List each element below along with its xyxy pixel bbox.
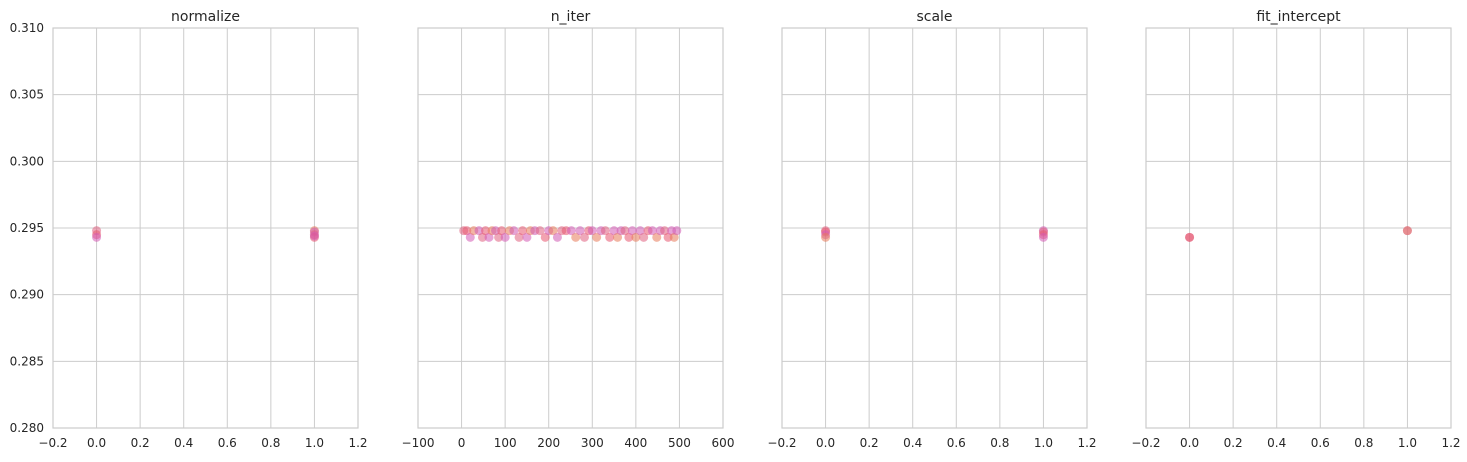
axes-frame bbox=[781, 27, 1088, 429]
axes-frame bbox=[1145, 27, 1452, 429]
data-point bbox=[631, 232, 641, 242]
panel-fit-intercept: −0.2 0.0 0.2 0.4 0.6 0.8 1.0 1.2 fit_intercept bbox=[1131, 9, 1460, 450]
x-tick-label: 0.2 bbox=[131, 436, 150, 450]
y-tick-label: 0.295 bbox=[10, 221, 44, 235]
data-point bbox=[465, 232, 475, 242]
data-point bbox=[1185, 232, 1195, 242]
data-point bbox=[509, 226, 519, 236]
x-tick-label: 1.2 bbox=[1441, 436, 1460, 450]
x-tick-label: −0.2 bbox=[767, 436, 796, 450]
x-tick-label: 0.4 bbox=[903, 436, 922, 450]
data-point bbox=[652, 232, 662, 242]
data-point bbox=[548, 226, 558, 236]
x-tick-label: 0.8 bbox=[990, 436, 1009, 450]
panel-title: fit_intercept bbox=[1256, 9, 1341, 25]
data-point bbox=[522, 232, 532, 242]
data-point bbox=[620, 226, 630, 236]
data-point bbox=[540, 232, 550, 242]
data-point bbox=[92, 232, 102, 242]
y-tick-label: 0.300 bbox=[10, 154, 44, 168]
y-tick-label: 0.285 bbox=[10, 354, 44, 368]
data-point bbox=[514, 232, 524, 242]
x-tick-label: 100 bbox=[494, 436, 517, 450]
x-tick-label: 400 bbox=[624, 436, 647, 450]
x-tick-label: 0.4 bbox=[174, 436, 193, 450]
x-tick-label: 0.2 bbox=[1224, 436, 1243, 450]
x-tick-label: −0.2 bbox=[38, 436, 67, 450]
y-tick-label: 0.280 bbox=[10, 421, 44, 435]
x-tick-label: 1.0 bbox=[305, 436, 324, 450]
data-point bbox=[587, 226, 597, 236]
x-tick-label: 1.2 bbox=[348, 436, 367, 450]
x-tick-label: −100 bbox=[402, 436, 435, 450]
x-tick-label: 600 bbox=[712, 436, 735, 450]
data-point bbox=[647, 226, 657, 236]
data-point bbox=[500, 232, 510, 242]
data-point bbox=[566, 226, 576, 236]
x-tick-label: 1.0 bbox=[1398, 436, 1417, 450]
data-point bbox=[571, 232, 581, 242]
axes-frame bbox=[417, 27, 724, 429]
x-tick-label: 0.0 bbox=[1180, 436, 1199, 450]
data-point bbox=[462, 226, 472, 236]
data-point bbox=[639, 232, 649, 242]
data-point bbox=[309, 231, 319, 241]
data-point bbox=[613, 232, 623, 242]
data-point bbox=[497, 226, 507, 236]
data-point bbox=[627, 226, 637, 236]
data-point bbox=[605, 232, 615, 242]
data-point bbox=[635, 226, 645, 236]
panel-title: scale bbox=[916, 9, 952, 25]
x-tick-label: 0 bbox=[458, 436, 466, 450]
x-tick-label: 0.8 bbox=[261, 436, 280, 450]
data-point bbox=[660, 226, 670, 236]
data-point bbox=[575, 226, 585, 236]
x-tick-label: 0.4 bbox=[1267, 436, 1286, 450]
x-tick-label: 0.6 bbox=[1311, 436, 1330, 450]
y-tick-label: 0.310 bbox=[10, 21, 44, 35]
panel-title: normalize bbox=[171, 9, 240, 25]
x-tick-label: 0.0 bbox=[816, 436, 835, 450]
data-point bbox=[579, 232, 589, 242]
x-tick-label: −0.2 bbox=[1131, 436, 1160, 450]
data-point bbox=[535, 226, 545, 236]
data-point bbox=[552, 232, 562, 242]
axes-frame bbox=[52, 27, 359, 429]
x-tick-label: 200 bbox=[537, 436, 560, 450]
x-tick-label: 0.0 bbox=[87, 436, 106, 450]
x-tick-label: 0.8 bbox=[1354, 436, 1373, 450]
data-point bbox=[518, 226, 528, 236]
x-tick-label: 500 bbox=[668, 436, 691, 450]
data-point bbox=[672, 226, 682, 236]
panel-scale: −0.2 0.0 0.2 0.4 0.6 0.8 1.0 1.2 scale bbox=[767, 9, 1096, 450]
panel-n-iter: −100 0 100 200 300 400 500 600 n_iter bbox=[402, 9, 735, 450]
x-tick-label: 300 bbox=[581, 436, 604, 450]
panel-normalize: −0.2 0.0 0.2 0.4 0.6 0.8 1.0 1.2 0.280 0.285 0.290… bbox=[10, 9, 368, 450]
data-point bbox=[600, 226, 610, 236]
data-point bbox=[1402, 226, 1412, 236]
data-point bbox=[1038, 232, 1048, 242]
data-point bbox=[624, 232, 634, 242]
x-tick-label: 0.6 bbox=[947, 436, 966, 450]
data-point bbox=[609, 226, 619, 236]
panel-title: n_iter bbox=[551, 9, 591, 25]
data-point bbox=[821, 232, 831, 242]
x-tick-label: 0.2 bbox=[860, 436, 879, 450]
data-point bbox=[481, 226, 491, 236]
x-tick-label: 1.2 bbox=[1077, 436, 1096, 450]
data-point bbox=[592, 232, 602, 242]
y-tick-label: 0.290 bbox=[10, 288, 44, 302]
data-point bbox=[474, 226, 484, 236]
x-tick-label: 1.0 bbox=[1034, 436, 1053, 450]
y-tick-label: 0.305 bbox=[10, 88, 44, 102]
x-tick-label: 0.6 bbox=[218, 436, 237, 450]
